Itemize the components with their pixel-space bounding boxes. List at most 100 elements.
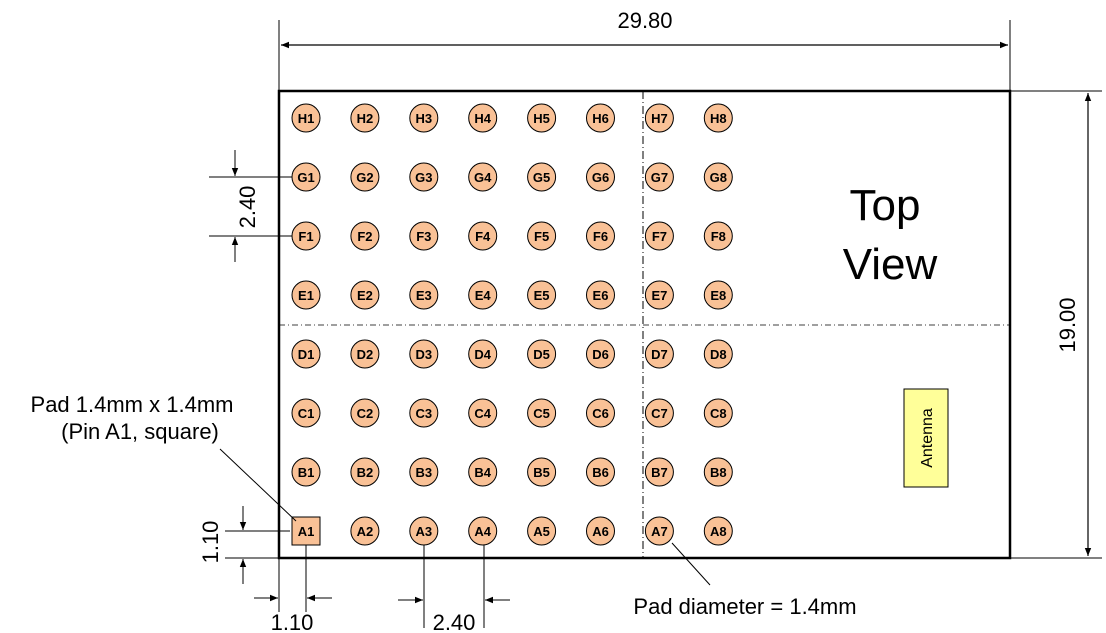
pad-d1 <box>291 339 321 369</box>
pad-label-h2: H2 <box>357 111 374 126</box>
pad-f2 <box>350 221 380 251</box>
pad-label-a4: A4 <box>474 524 491 539</box>
pad-h1 <box>291 103 321 133</box>
pad-label-c3: C3 <box>415 406 432 421</box>
pad-label-e8: E8 <box>710 288 726 303</box>
pin1-note-line2: (Pin A1, square) <box>61 419 219 444</box>
pad-a8 <box>703 516 733 546</box>
pad-label-h7: H7 <box>651 111 668 126</box>
pad-label-f8: F8 <box>711 229 726 244</box>
pad-f5 <box>527 221 557 251</box>
pad-g6 <box>586 162 615 192</box>
pad-label-a7: A7 <box>651 524 668 539</box>
pad-d8 <box>703 339 733 369</box>
pad-label-a1: A1 <box>298 524 315 539</box>
pad-b3 <box>409 457 439 487</box>
pad-label-b6: B6 <box>592 465 609 480</box>
pad-label-f2: F2 <box>357 229 372 244</box>
pad-label-a2: A2 <box>357 524 374 539</box>
pad-b7 <box>644 457 674 487</box>
pad-label-d2: D2 <box>357 347 374 362</box>
pad-g8 <box>703 162 733 192</box>
pad-c5 <box>527 398 557 428</box>
pad-label-f7: F7 <box>652 229 667 244</box>
pad-f8 <box>703 221 733 251</box>
pad-label-b8: B8 <box>710 465 727 480</box>
pad-b4 <box>468 457 498 487</box>
pad-label-h8: H8 <box>710 111 727 126</box>
pad-f1 <box>291 221 321 251</box>
pad-d5 <box>527 339 557 369</box>
top-view-label-line2: View <box>843 240 938 289</box>
pitch-horizontal-value: 2.40 <box>433 610 476 633</box>
pad-a1 <box>291 516 321 546</box>
pitch-vertical-value: 2.40 <box>235 186 260 229</box>
pad-label-e4: E4 <box>475 288 492 303</box>
pad-label-h6: H6 <box>592 111 609 126</box>
pad-h8 <box>703 103 733 133</box>
pad-e4 <box>468 280 498 310</box>
top-view-label-line1: Top <box>850 181 921 230</box>
pad-g1 <box>291 162 321 192</box>
overall-width-value: 29.80 <box>617 8 672 33</box>
pad-label-e2: E2 <box>357 288 373 303</box>
pad-f6 <box>586 221 615 251</box>
pad-d6 <box>586 339 615 369</box>
pad-c2 <box>350 398 380 428</box>
pad-label-c1: C1 <box>298 406 315 421</box>
pad-b1 <box>291 457 321 487</box>
pad-h5 <box>527 103 557 133</box>
pad-a7 <box>644 516 674 546</box>
antenna-label: Antenna <box>919 408 936 468</box>
pad-label-c4: C4 <box>474 406 491 421</box>
pad-e7 <box>644 280 674 310</box>
pad-label-e3: E3 <box>416 288 432 303</box>
pad-b6 <box>586 457 615 487</box>
pad-e6 <box>586 280 615 310</box>
pad-label-d8: D8 <box>710 347 727 362</box>
pad-label-f5: F5 <box>534 229 549 244</box>
pad-d7 <box>644 339 674 369</box>
overall-height-value: 19.00 <box>1055 297 1080 352</box>
pad-label-d4: D4 <box>474 347 491 362</box>
pad-label-g3: G3 <box>415 170 432 185</box>
pad-d4 <box>468 339 498 369</box>
module-outline <box>277 89 1012 560</box>
pad-label-g6: G6 <box>592 170 609 185</box>
pad-label-b4: B4 <box>474 465 491 480</box>
pad-h7 <box>644 103 674 133</box>
pad-label-g8: G8 <box>710 170 727 185</box>
pad-g4 <box>468 162 498 192</box>
pad-c4 <box>468 398 498 428</box>
pin1-leader-line <box>219 448 297 522</box>
pad-h2 <box>350 103 380 133</box>
pad-b8 <box>703 457 733 487</box>
pad-e2 <box>350 280 380 310</box>
pad-label-c2: C2 <box>357 406 374 421</box>
pad-label-g7: G7 <box>651 170 668 185</box>
pad-grid: H1 H2 H3 H4 H5 H6 H7 H8 G1 G2 G3 G4 G5 G6 G7 G8 F1 F2 F3 F4… <box>291 103 733 546</box>
pad-label-b5: B5 <box>533 465 550 480</box>
pad-label-a3: A3 <box>415 524 432 539</box>
edge-offset-vertical-value: 1.10 <box>198 521 223 564</box>
pad-label-e1: E1 <box>298 288 314 303</box>
pad-label-c6: C6 <box>592 406 609 421</box>
pin1-note-line1: Pad 1.4mm x 1.4mm <box>31 392 234 417</box>
pad-label-d1: D1 <box>298 347 315 362</box>
pad-label-h5: H5 <box>533 111 550 126</box>
pad-c6 <box>586 398 615 428</box>
pad-label-d3: D3 <box>415 347 432 362</box>
pad-f7 <box>644 221 674 251</box>
pad-a5 <box>527 516 557 546</box>
pad-label-f4: F4 <box>475 229 491 244</box>
antenna-box <box>903 388 949 488</box>
pad-label-e7: E7 <box>651 288 667 303</box>
pad-label-f3: F3 <box>416 229 431 244</box>
pad-label-d5: D5 <box>533 347 550 362</box>
pad-a2 <box>350 516 380 546</box>
pad-label-b7: B7 <box>651 465 668 480</box>
pad-e1 <box>291 280 321 310</box>
pad-h6 <box>586 103 615 133</box>
pad-label-e6: E6 <box>593 288 609 303</box>
